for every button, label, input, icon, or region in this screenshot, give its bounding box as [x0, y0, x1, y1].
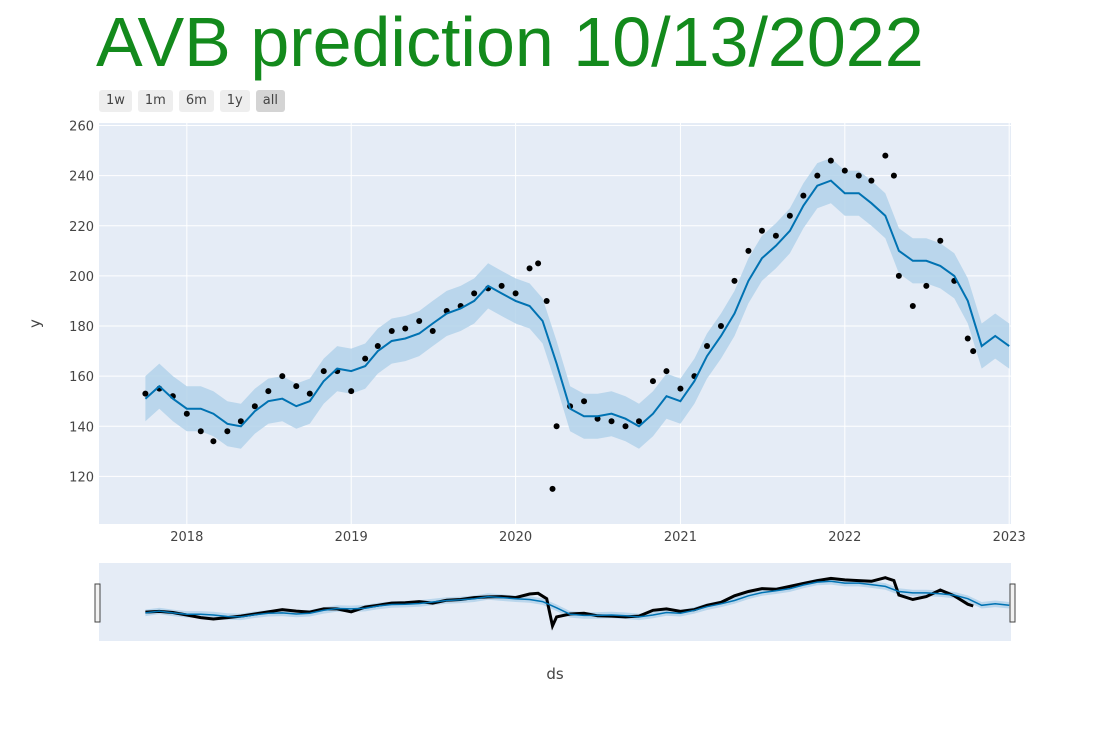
y-tick-label: 160 — [69, 370, 94, 385]
forecast-line — [144, 179, 1010, 428]
observed-point — [279, 373, 286, 380]
observed-point — [827, 157, 834, 164]
observed-point — [882, 152, 889, 159]
observed-point — [923, 282, 930, 289]
x-tick-label: 2022 — [828, 530, 861, 545]
range-button-1w[interactable]: 1w — [99, 90, 132, 112]
observed-point — [183, 410, 190, 417]
observed-point — [814, 172, 821, 179]
observed-point — [224, 428, 231, 435]
range-button-all[interactable]: all — [255, 90, 285, 112]
observed-point — [581, 398, 588, 405]
y-tick-label: 140 — [69, 420, 94, 435]
observed-point — [868, 177, 875, 184]
observed-point — [402, 325, 409, 332]
observed-point — [970, 348, 977, 355]
observed-point — [704, 343, 710, 350]
observed-point — [772, 232, 779, 239]
observed-points — [142, 152, 977, 492]
x-tick-label: 2018 — [170, 530, 203, 545]
observed-point — [251, 403, 258, 410]
observed-point — [594, 415, 601, 422]
observed-point — [745, 247, 752, 254]
observed-point — [535, 260, 542, 267]
observed-point — [362, 355, 369, 362]
observed-point — [608, 418, 615, 425]
x-axis-title: ds — [546, 665, 564, 683]
observed-point — [855, 172, 862, 179]
observed-point — [717, 323, 724, 330]
observed-point — [471, 290, 478, 297]
range-slider-forecast-trace — [145, 580, 1010, 618]
x-tick-label: 2019 — [335, 530, 368, 545]
observed-point — [348, 388, 355, 395]
observed-point — [293, 383, 300, 390]
observed-point — [553, 423, 560, 430]
observed-point — [964, 335, 971, 342]
y-axis-title: y — [26, 319, 44, 328]
x-tick-label: 2023 — [993, 530, 1026, 545]
x-tick-label: 2021 — [664, 530, 697, 545]
y-tick-label: 120 — [69, 470, 94, 485]
observed-point — [895, 272, 902, 279]
observed-point — [677, 385, 684, 392]
observed-point — [512, 290, 519, 297]
observed-point — [374, 343, 381, 350]
observed-point — [841, 167, 848, 174]
y-tick-label: 220 — [69, 220, 94, 235]
observed-point — [549, 485, 556, 492]
range-button-1y[interactable]: 1y — [219, 90, 250, 112]
observed-point — [649, 378, 656, 385]
x-tick-labels: 2018 2019 2020 2021 2022 2023 — [170, 530, 1025, 545]
observed-point — [543, 297, 550, 304]
uncertainty-band — [145, 158, 1010, 449]
observed-point — [320, 368, 327, 375]
observed-point — [306, 390, 313, 397]
x-tick-label: 2020 — [499, 530, 532, 545]
y-tick-label: 240 — [69, 170, 94, 185]
observed-point — [388, 328, 395, 335]
y-tick-labels: 120 140 160 180 200 220 240 260 — [69, 120, 94, 486]
observed-point — [498, 282, 505, 289]
observed-point — [758, 227, 765, 234]
y-tick-label: 260 — [69, 120, 94, 135]
observed-point — [909, 302, 916, 309]
range-slider[interactable] — [99, 563, 1011, 641]
y-tick-label: 180 — [69, 320, 94, 335]
observed-point — [416, 317, 423, 324]
y-tick-label: 200 — [69, 270, 94, 285]
observed-point — [210, 438, 217, 445]
range-button-1m[interactable]: 1m — [137, 90, 173, 112]
range-button-6m[interactable]: 6m — [178, 90, 214, 112]
observed-point — [800, 192, 807, 199]
range-slider-observed-trace — [145, 576, 974, 631]
observed-point — [526, 265, 533, 272]
observed-point — [786, 212, 793, 219]
range-selector: 1w 1m 6m 1y all — [99, 90, 285, 112]
observed-point — [635, 418, 642, 425]
chart-title: AVB prediction 10/13/2022 — [96, 3, 924, 81]
observed-point — [237, 418, 244, 425]
observed-point — [890, 172, 897, 179]
observed-point — [429, 328, 436, 335]
observed-point — [937, 237, 944, 244]
range-slider-handle-left[interactable] — [94, 583, 101, 623]
observed-point — [731, 277, 738, 284]
observed-point — [197, 428, 204, 435]
range-slider-handle-right[interactable] — [1009, 583, 1016, 623]
observed-point — [142, 390, 149, 397]
observed-point — [265, 388, 272, 395]
observed-point — [622, 423, 629, 430]
observed-point — [663, 368, 670, 375]
